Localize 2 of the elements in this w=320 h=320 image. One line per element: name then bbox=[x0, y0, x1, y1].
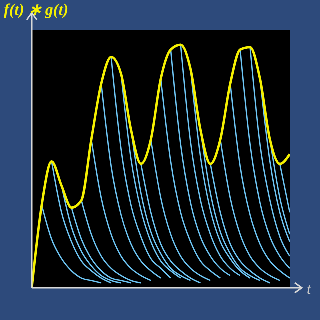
y-axis-title: f(t) ∗ g(t) bbox=[4, 2, 69, 19]
x-axis-title: t bbox=[307, 282, 312, 298]
